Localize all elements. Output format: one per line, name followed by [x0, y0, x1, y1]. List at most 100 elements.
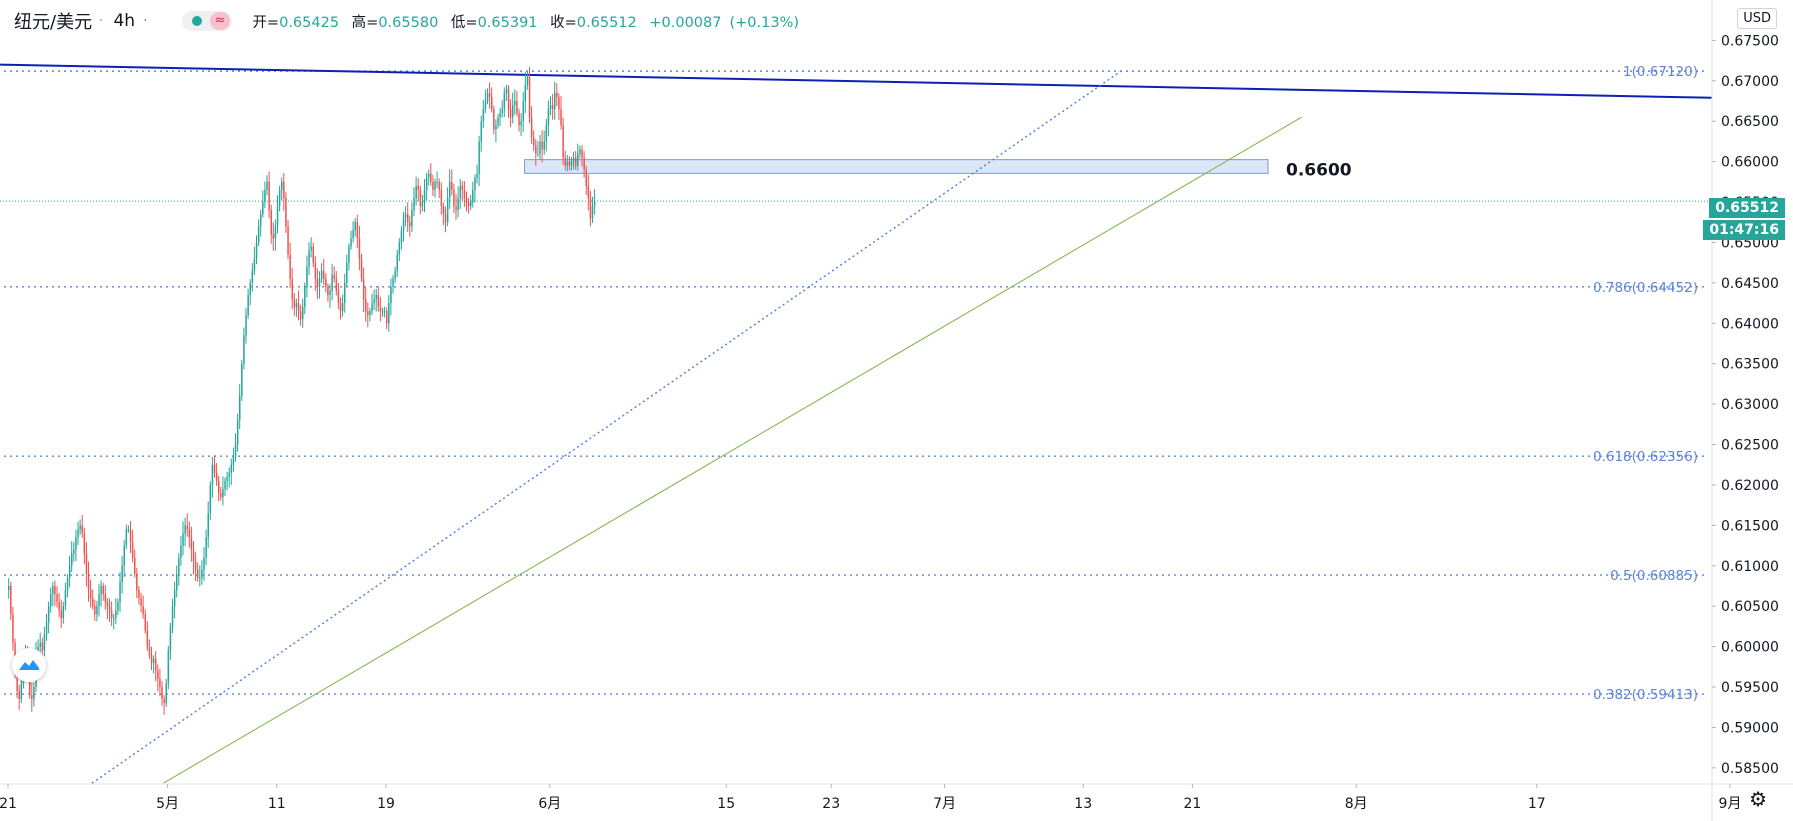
market-status-pill[interactable]: ≈ — [181, 11, 233, 31]
candle — [320, 263, 323, 283]
candle-body — [12, 614, 14, 643]
candle — [264, 181, 266, 209]
price-tick-label: 0.64500 — [1721, 276, 1779, 292]
candle — [73, 542, 75, 562]
candle-body — [566, 161, 569, 166]
gear-icon[interactable]: ⚙ — [1749, 787, 1767, 811]
candle-body — [167, 650, 170, 683]
candle-body — [507, 88, 510, 110]
candle-body — [77, 529, 79, 538]
candle — [260, 209, 262, 237]
candle-body — [579, 149, 581, 154]
candle-body — [423, 189, 426, 203]
candle — [518, 108, 520, 132]
candle-body — [113, 618, 115, 620]
candle — [47, 601, 50, 634]
candle-body — [218, 480, 220, 494]
candle-body — [535, 145, 537, 154]
candle — [514, 89, 516, 115]
close-label: 收= — [550, 14, 577, 31]
candle-body — [64, 590, 67, 607]
candle-body — [293, 299, 296, 308]
candle — [478, 135, 480, 187]
candle — [585, 165, 587, 195]
candle-body — [404, 214, 407, 219]
candle — [568, 156, 571, 171]
candle — [587, 174, 590, 211]
candle — [560, 96, 562, 130]
candle — [251, 263, 254, 292]
candle — [50, 587, 52, 613]
tradingview-logo-icon[interactable] — [12, 648, 46, 682]
candle-body — [247, 295, 249, 316]
candle-body — [388, 303, 390, 324]
candle-body — [591, 206, 594, 219]
candle — [230, 458, 233, 485]
more-dot-icon[interactable]: · — [143, 13, 148, 29]
price-tick-label: 0.60500 — [1721, 599, 1779, 615]
candle — [589, 190, 592, 227]
candle-body — [125, 529, 128, 546]
candle — [341, 294, 344, 317]
candle — [39, 632, 41, 653]
candle — [117, 598, 119, 615]
candle — [299, 304, 302, 326]
candle — [131, 530, 134, 563]
candle — [379, 297, 382, 322]
candle-body — [455, 206, 457, 211]
candle-body — [289, 254, 291, 279]
time-tick-label: 5月 — [156, 796, 179, 812]
candle — [495, 119, 497, 143]
candle-body — [528, 76, 531, 118]
change-value: +0.00087 — [649, 14, 722, 31]
candle-body — [520, 121, 522, 126]
currency-button[interactable]: USD — [1737, 8, 1777, 29]
candle-body — [178, 557, 180, 574]
candle-body — [470, 202, 472, 207]
candle — [89, 579, 92, 608]
candle — [579, 145, 581, 159]
candle-body — [161, 687, 163, 700]
candle — [411, 202, 413, 232]
candle — [367, 302, 369, 328]
candle-body — [512, 105, 514, 118]
symbol-name[interactable]: 纽元/美元 — [14, 12, 93, 33]
price-tick-label: 0.66000 — [1721, 155, 1779, 171]
wave-icon[interactable]: ≈ — [209, 12, 231, 30]
candle-body — [297, 303, 300, 312]
candle-body — [440, 189, 443, 207]
candle — [203, 547, 205, 581]
candle-body — [94, 606, 96, 615]
candle-body — [224, 480, 226, 489]
candle-body — [152, 658, 155, 663]
candle-body — [157, 670, 159, 679]
candle — [344, 273, 346, 313]
candle — [434, 178, 436, 198]
candle-body — [283, 181, 285, 199]
candle-body — [176, 573, 178, 591]
candle — [249, 279, 251, 306]
candle — [285, 192, 287, 233]
candle — [558, 93, 560, 120]
candle-body — [268, 181, 270, 211]
candle — [108, 598, 111, 622]
candle-body — [184, 525, 186, 534]
candle-body — [96, 606, 98, 615]
candle-body — [365, 299, 367, 312]
candlesticks — [8, 67, 596, 715]
candle-body — [245, 315, 247, 336]
candle-body — [66, 577, 69, 591]
candle-body — [110, 610, 113, 619]
candle-body — [568, 161, 571, 166]
candle — [87, 561, 90, 602]
timeframe-label[interactable]: 4h — [113, 11, 136, 31]
candle — [381, 307, 384, 317]
time-tick-label: 13 — [1074, 796, 1092, 812]
candle-body — [203, 557, 205, 570]
candle — [123, 540, 125, 578]
ohlc-values: 开=0.65425 高=0.65580 低=0.65391 收=0.65512 … — [252, 11, 807, 32]
candle-body — [129, 529, 132, 542]
candle-body — [478, 141, 480, 174]
candle-body — [190, 537, 193, 550]
